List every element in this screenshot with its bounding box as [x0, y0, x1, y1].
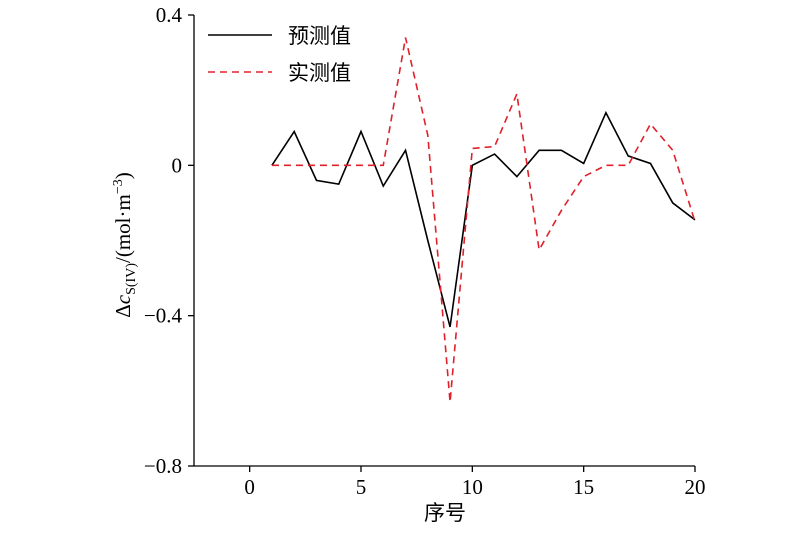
x-tick-label: 10: [462, 475, 483, 499]
x-tick-label: 0: [244, 475, 255, 499]
y-label-part: ): [111, 172, 135, 179]
y-tick-label: 0: [172, 153, 183, 177]
legend-label: 实测值: [288, 61, 351, 85]
x-axis-label: 序号: [424, 501, 466, 525]
y-label-part: /(mol·m: [111, 194, 135, 263]
y-label-part: Δ: [111, 304, 135, 318]
y-label-part: S(IV): [124, 263, 139, 295]
x-tick-label: 15: [573, 475, 594, 499]
x-tick-label: 5: [356, 475, 367, 499]
y-tick-label: −0.8: [144, 454, 182, 478]
series-line: [271, 110, 696, 328]
x-tick-label: 20: [685, 475, 706, 499]
y-tick-label: −0.4: [144, 304, 183, 328]
y-tick-label: 0.4: [156, 3, 183, 27]
legend-label: 预测值: [288, 24, 351, 48]
y-axis-label: ΔcS(IV)/(mol·m−3): [111, 172, 139, 317]
y-label-part: −3: [111, 179, 126, 194]
series-line: [271, 37, 696, 403]
y-label-part: c: [111, 294, 135, 304]
